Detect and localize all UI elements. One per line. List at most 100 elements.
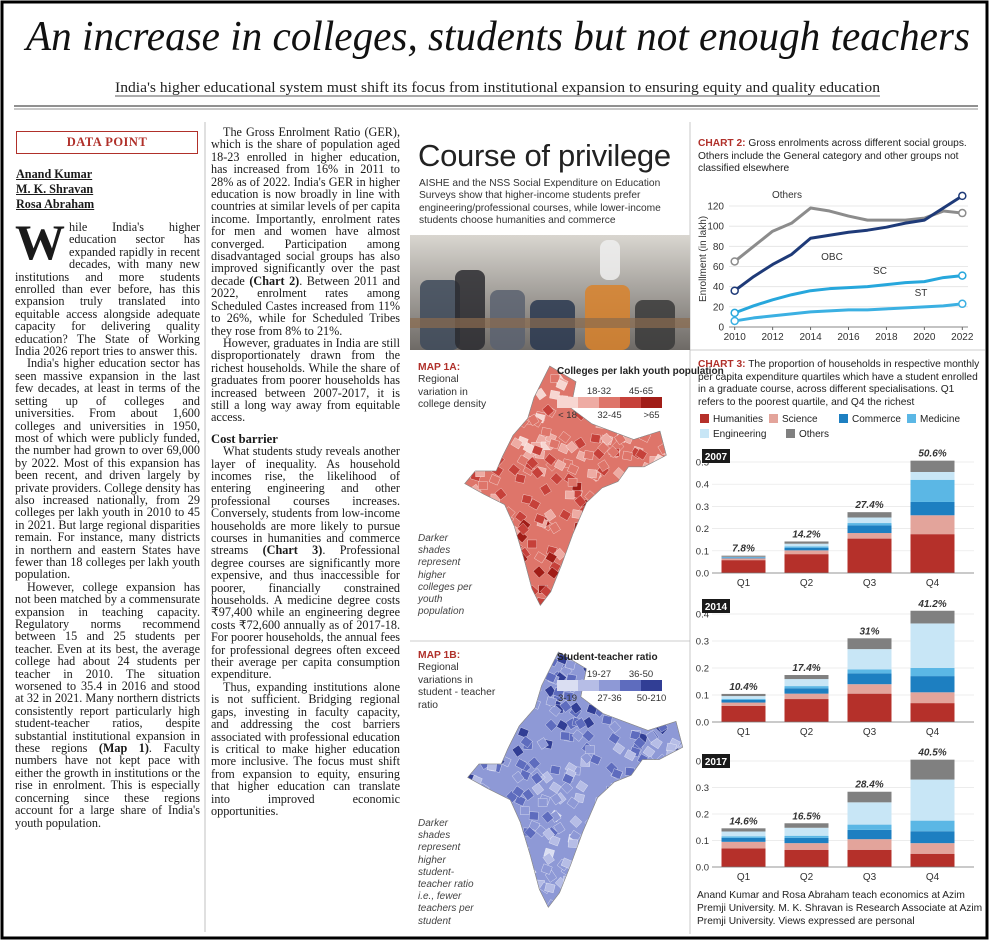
map-district xyxy=(499,716,510,726)
bar-segment xyxy=(848,525,892,533)
map-district xyxy=(511,898,523,910)
map-district xyxy=(667,899,679,911)
map-district xyxy=(669,419,679,428)
panel-title: 2014 xyxy=(705,602,728,613)
map-district xyxy=(638,423,650,435)
x-tick-label: 2016 xyxy=(837,332,860,343)
map-district xyxy=(649,561,661,572)
map-district xyxy=(648,585,659,596)
map-district xyxy=(628,711,640,723)
map-district xyxy=(659,570,671,582)
map-district xyxy=(626,469,638,481)
map-district xyxy=(487,441,498,453)
text-segment: What students study reveals another laye… xyxy=(211,444,400,557)
bar-segment xyxy=(911,821,955,832)
y-tick-label: 0.4 xyxy=(696,480,709,491)
bar-segment xyxy=(785,688,829,693)
map-district xyxy=(558,902,568,911)
map-district xyxy=(633,893,645,905)
legend-label: 19-27 xyxy=(587,669,611,680)
total-label: 50.6% xyxy=(918,449,946,460)
legend-swatch xyxy=(578,680,599,691)
map-district xyxy=(685,847,695,856)
map-district xyxy=(568,478,577,486)
map-district xyxy=(472,723,484,735)
map-district xyxy=(521,671,533,683)
bar-segment xyxy=(911,780,955,821)
map-district xyxy=(618,890,628,899)
text-segment: However, graduates in India are still di… xyxy=(211,336,400,424)
map-district xyxy=(578,596,587,604)
map-district xyxy=(681,775,691,784)
map-district xyxy=(645,477,657,489)
map-caption: Regional variation in college density xyxy=(418,374,498,411)
map-district xyxy=(646,852,657,863)
map-district xyxy=(637,494,649,506)
map-district xyxy=(638,809,648,818)
map-district xyxy=(633,587,645,599)
map-district xyxy=(498,425,510,437)
map-district xyxy=(609,583,619,592)
map-district xyxy=(640,528,652,540)
map-note: Darker shades represent higher student-t… xyxy=(418,818,480,928)
bar-segment xyxy=(911,760,955,780)
bar-segment xyxy=(785,686,829,688)
map-district xyxy=(636,562,648,574)
x-tick-label: Q3 xyxy=(863,578,877,589)
map-district xyxy=(661,708,673,720)
total-label: 31% xyxy=(859,626,879,637)
map-district xyxy=(593,513,605,524)
total-label: 17.4% xyxy=(792,663,820,674)
legend-swatch xyxy=(839,414,848,423)
bar-segment xyxy=(785,550,829,554)
bar-segment xyxy=(911,668,955,676)
map-district xyxy=(658,664,669,675)
map-district xyxy=(569,603,581,615)
map-district xyxy=(678,750,688,759)
map-district xyxy=(640,716,652,728)
y-tick-label: 0.3 xyxy=(696,502,709,513)
map-district xyxy=(675,673,687,684)
map-district xyxy=(672,686,683,697)
y-tick-label: 100 xyxy=(707,222,724,233)
y-tick-label: 0.3 xyxy=(696,783,709,794)
map-district xyxy=(592,515,604,527)
map-district xyxy=(673,754,684,765)
map-district xyxy=(581,904,593,916)
bar-segment xyxy=(848,684,892,693)
map-district xyxy=(680,697,690,707)
map-district xyxy=(523,698,535,710)
map-district xyxy=(598,893,610,905)
map-district xyxy=(466,749,478,761)
end-marker xyxy=(959,192,966,199)
map-district xyxy=(504,866,516,877)
bar-segment xyxy=(911,831,955,843)
map-district xyxy=(580,540,592,552)
map-district xyxy=(632,516,644,527)
end-marker xyxy=(731,287,738,294)
text-segment: India's higher education sector has seen… xyxy=(15,356,200,581)
map-district xyxy=(553,589,565,601)
column: While India's higher education sector ha… xyxy=(15,221,200,933)
x-tick-label: Q4 xyxy=(926,578,940,589)
map-district xyxy=(600,514,611,524)
map-district xyxy=(658,380,669,390)
map-district xyxy=(605,883,617,894)
map-district xyxy=(605,495,617,507)
legend-label: Others xyxy=(799,429,829,440)
bar-segment xyxy=(911,461,955,472)
map-district xyxy=(679,749,690,760)
map-district xyxy=(565,491,574,499)
map-district xyxy=(622,407,634,419)
map-district xyxy=(467,513,476,521)
map-district xyxy=(506,376,518,387)
map-district xyxy=(490,565,502,577)
map-district xyxy=(638,524,649,534)
x-tick-label: Q3 xyxy=(863,872,877,883)
map-district xyxy=(614,502,626,514)
map-district xyxy=(471,420,483,432)
map-district xyxy=(610,836,621,846)
bar-segment xyxy=(911,480,955,502)
map-district xyxy=(504,420,516,432)
map-district xyxy=(619,594,629,604)
